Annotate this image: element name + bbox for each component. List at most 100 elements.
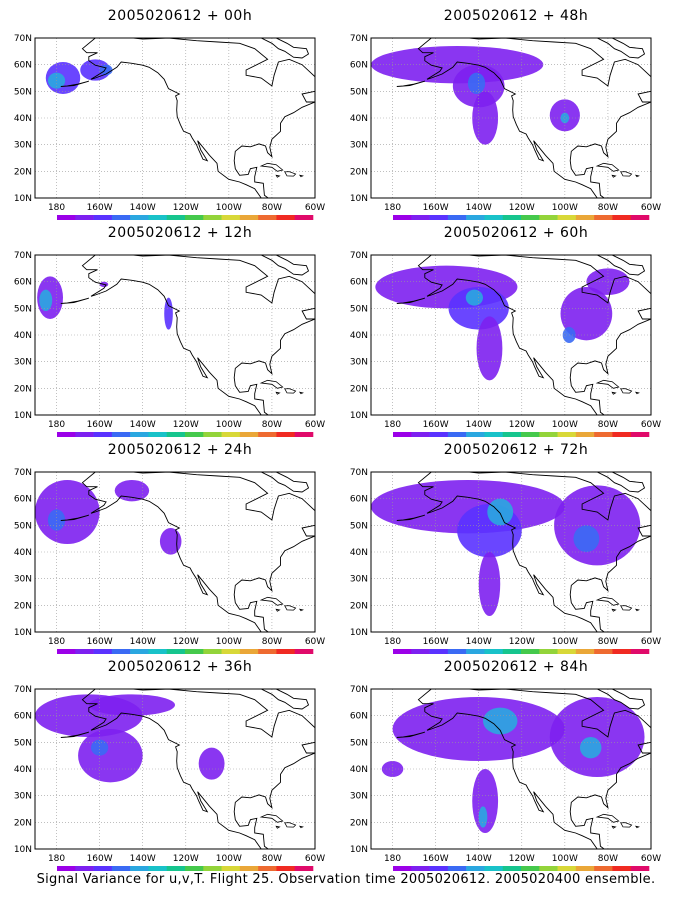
lat-tick-label: 50N — [14, 521, 32, 531]
coastline — [260, 689, 310, 710]
lon-tick-label: 160W — [87, 637, 113, 647]
colorbar-swatch — [575, 649, 595, 654]
lat-tick-label: 10N — [14, 411, 32, 421]
coastline — [595, 162, 620, 172]
lat-tick-label: 40N — [350, 548, 368, 558]
plot-frame — [370, 37, 652, 199]
lat-tick-label: 60N — [14, 278, 32, 288]
panel-12h: 2005020612 + 12h 70N 60N 50N 40N 30N 20N 10N 18… — [10, 225, 350, 437]
coastline — [275, 391, 281, 395]
colorbar-swatch — [166, 649, 186, 654]
colorbar-swatch — [557, 432, 577, 437]
lon-tick-label: 120W — [509, 637, 535, 647]
lat-tick-label: 10N — [14, 845, 32, 855]
variance-region — [465, 289, 483, 306]
colorbar-swatch — [185, 215, 204, 220]
colorbar-swatch — [239, 432, 259, 437]
plot-frame — [370, 471, 652, 633]
panel-60h: 2005020612 + 60h 70N 60N 50N 40N 30N 20N 10N 18… — [346, 225, 686, 437]
colorbar-swatch — [594, 432, 613, 437]
lon-tick-label: 80W — [598, 854, 618, 864]
lat-tick-label: 70N — [14, 468, 32, 478]
map-plot: 70N 60N 50N 40N 30N 20N 10N 180 160W 140W 120W 100W… — [350, 34, 661, 220]
lon-tick-label: 60W — [305, 203, 325, 213]
lat-tick-label: 30N — [14, 792, 32, 802]
coastline — [260, 38, 310, 59]
lon-tick-label: 80W — [262, 420, 282, 430]
colorbar-swatch — [276, 866, 296, 871]
colorbar-swatch — [484, 649, 504, 654]
variance-region — [164, 297, 173, 330]
plot-frame — [34, 688, 316, 850]
coastline — [417, 689, 651, 849]
colorbar-swatch — [557, 866, 577, 871]
variance-region — [39, 289, 53, 311]
coastline — [623, 675, 686, 716]
lon-tick-label: 180 — [384, 203, 401, 213]
coastline — [634, 608, 640, 612]
coastline — [298, 608, 304, 612]
lon-tick-label: 60W — [641, 203, 661, 213]
coastline — [260, 472, 310, 493]
lon-tick-label: 140W — [466, 203, 492, 213]
lat-tick-label: 40N — [350, 765, 368, 775]
colorbar-swatch — [466, 649, 485, 654]
colorbar-swatch — [575, 432, 595, 437]
colorbar-swatch — [630, 432, 650, 437]
coastline — [81, 255, 315, 415]
colorbar-swatch — [466, 866, 485, 871]
coastline — [259, 596, 284, 606]
plot-frame — [370, 254, 652, 416]
coastline — [287, 241, 350, 282]
colorbar-swatch — [502, 432, 522, 437]
colorbar-swatch — [630, 215, 650, 220]
coastline — [611, 608, 617, 612]
lat-tick-label: 50N — [350, 521, 368, 531]
coastline — [396, 80, 425, 87]
variance-region — [487, 498, 514, 526]
colorbar-swatch — [258, 649, 277, 654]
coastline — [298, 174, 304, 178]
colorbar-swatch — [185, 432, 204, 437]
lat-tick-label: 40N — [350, 114, 368, 124]
lat-tick-label: 60N — [14, 61, 32, 71]
lat-tick-label: 70N — [14, 34, 32, 44]
lat-tick-label: 10N — [350, 845, 368, 855]
lon-tick-label: 160W — [423, 854, 449, 864]
colorbar-swatch — [239, 649, 259, 654]
colorbar-swatch — [484, 215, 504, 220]
panel-36h: 2005020612 + 36h 70N 60N 50N 40N 30N 20N 10N 18… — [10, 659, 350, 871]
colorbar-swatch — [294, 432, 314, 437]
colorbar-swatch — [594, 649, 613, 654]
panel-title: 2005020612 + 36h — [107, 659, 253, 675]
lat-tick-label: 10N — [14, 194, 32, 204]
colorbar-swatch — [166, 432, 186, 437]
lat-tick-label: 20N — [14, 818, 32, 828]
lat-tick-label: 50N — [14, 304, 32, 314]
colorbar-swatch — [575, 215, 595, 220]
colorbar-swatch — [75, 649, 94, 654]
colorbar-swatch — [539, 432, 558, 437]
lon-tick-label: 180 — [48, 203, 65, 213]
colorbar-swatch — [239, 866, 259, 871]
lon-tick-label: 100W — [552, 420, 578, 430]
colorbar-swatch — [148, 649, 168, 654]
colorbar-swatch — [502, 866, 522, 871]
coastline — [596, 38, 646, 59]
plot-frame — [370, 688, 652, 850]
coastline — [417, 472, 651, 632]
colorbar-swatch — [612, 866, 632, 871]
lat-tick-label: 60N — [14, 495, 32, 505]
panel-title: 2005020612 + 60h — [443, 225, 589, 241]
colorbar-swatch — [447, 432, 467, 437]
lon-tick-label: 60W — [305, 854, 325, 864]
lat-tick-label: 20N — [14, 167, 32, 177]
lon-tick-label: 180 — [48, 420, 65, 430]
lat-tick-label: 50N — [350, 738, 368, 748]
variance-region — [579, 737, 602, 759]
coastline — [623, 241, 686, 282]
lon-tick-label: 120W — [509, 203, 535, 213]
colorbar-swatch — [594, 866, 613, 871]
lon-tick-label: 80W — [262, 203, 282, 213]
colorbar-swatch — [294, 649, 314, 654]
